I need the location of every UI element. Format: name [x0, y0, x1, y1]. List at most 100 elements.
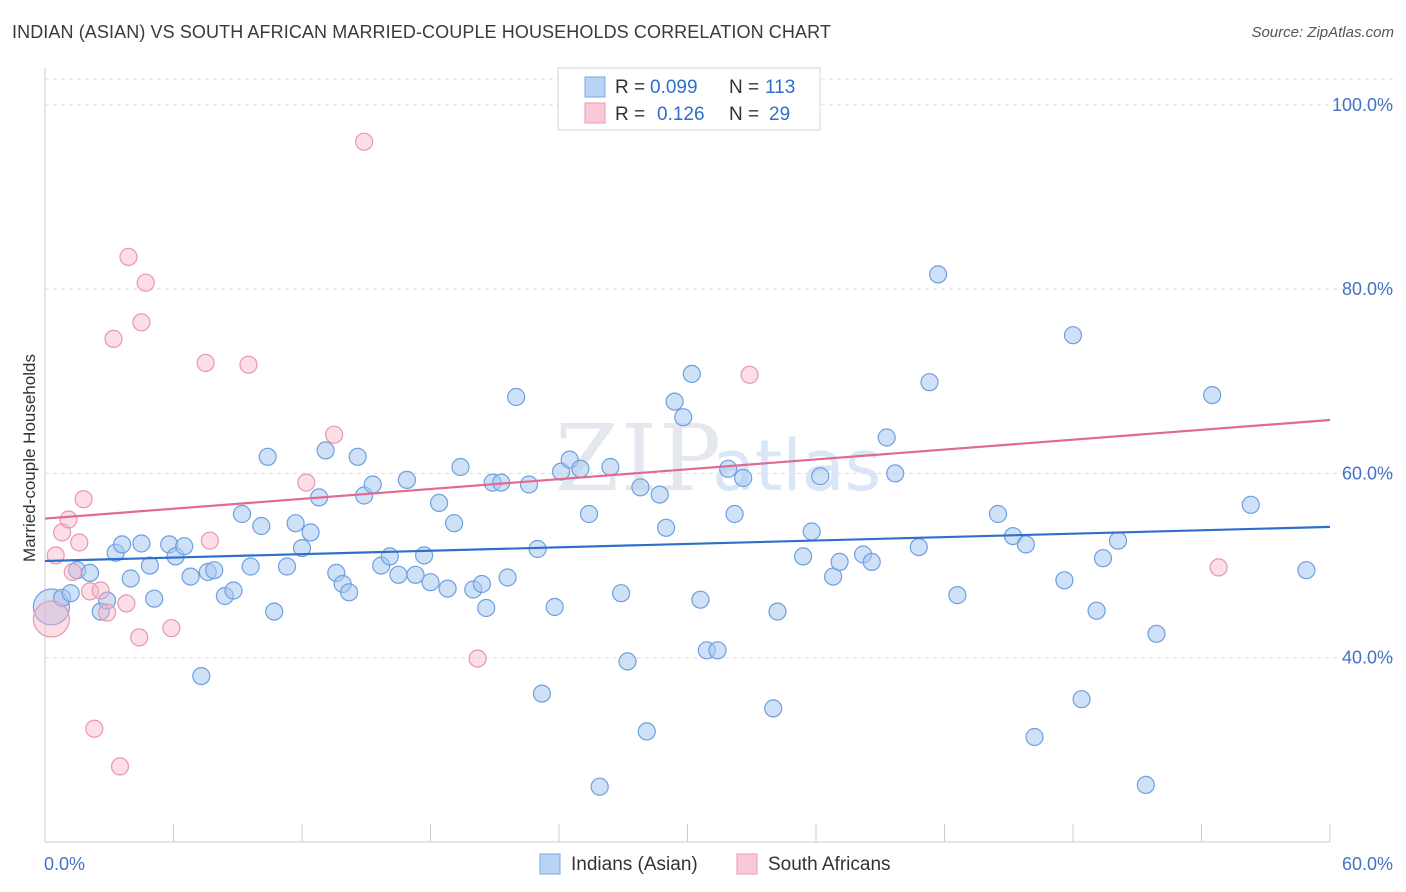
- indians-point-44: [415, 546, 434, 565]
- indians-point-99: [1016, 535, 1036, 554]
- indians-point-42: [397, 470, 416, 489]
- bottom-legend-swatch-south-africans: [736, 853, 758, 875]
- south-africans-point-13: [117, 594, 136, 613]
- indians-point-81: [734, 468, 753, 488]
- south-africans-point-24: [355, 132, 374, 151]
- series-indians-asian-points: [32, 265, 1316, 796]
- indians-point-47: [438, 579, 457, 598]
- indians-point-83: [768, 602, 787, 621]
- indians-point-109: [1203, 386, 1222, 405]
- south-africans-point-27: [1209, 558, 1228, 577]
- bottom-legend-label-indians: Indians (Asian): [571, 854, 698, 875]
- indians-point-75: [682, 364, 701, 383]
- legend-n-label-1: N =: [729, 104, 759, 125]
- indians-point-66: [601, 457, 620, 477]
- indians-point-38: [363, 475, 382, 494]
- south-africans-point-8: [85, 719, 104, 738]
- south-africans-point-10: [97, 603, 117, 622]
- indians-point-8: [112, 535, 132, 554]
- indians-point-17: [192, 666, 211, 686]
- indians-point-26: [265, 602, 284, 621]
- indians-point-46: [430, 493, 449, 512]
- y-tick-label-2: 80.0%: [1342, 279, 1393, 299]
- indians-point-103: [1072, 690, 1091, 709]
- south-africans-point-14: [119, 247, 138, 266]
- indians-point-22: [232, 504, 252, 524]
- indians-point-67: [611, 584, 631, 603]
- south-africans-point-4: [63, 562, 82, 582]
- south-africans-point-9: [91, 581, 110, 600]
- legend-swatch-indians: [584, 76, 606, 98]
- legend-n-value-1: 29: [769, 104, 790, 125]
- indians-point-70: [637, 722, 656, 741]
- indians-point-92: [886, 464, 905, 483]
- indians-trendline: [44, 525, 1331, 563]
- legend: R = 0.099 N = 113 R = 0.126 N = 29: [557, 67, 821, 131]
- indians-point-107: [1136, 775, 1155, 795]
- south-africans-point-12: [110, 757, 130, 776]
- x-tick-label-max: 60.0%: [1342, 854, 1393, 874]
- indians-point-29: [292, 538, 312, 558]
- indians-point-45: [421, 573, 440, 592]
- bottom-legend-label-south-africans: South Africans: [768, 854, 891, 875]
- indians-point-68: [618, 652, 637, 671]
- indians-point-93: [909, 537, 928, 557]
- indians-point-63: [571, 459, 590, 478]
- indians-point-69: [631, 478, 650, 497]
- indians-point-94: [920, 373, 939, 392]
- indians-point-10: [132, 534, 151, 553]
- indians-point-40: [380, 547, 399, 566]
- south-africans-point-19: [196, 353, 215, 372]
- indians-point-95: [928, 265, 948, 284]
- indians-point-97: [988, 504, 1008, 524]
- south-africans-point-5: [70, 533, 89, 552]
- y-tick-label-0: 40.0%: [1342, 648, 1393, 668]
- indians-point-32: [316, 441, 335, 460]
- south-africans-point-21: [239, 355, 258, 374]
- indians-point-72: [656, 518, 676, 537]
- indians-point-35: [340, 583, 359, 602]
- indians-point-101: [1055, 571, 1074, 590]
- south-africans-trendline: [44, 418, 1331, 520]
- indians-point-105: [1093, 549, 1113, 568]
- indians-point-16: [181, 567, 200, 586]
- south-africans-point-6: [74, 490, 93, 509]
- y-axis-title: Married-couple Households: [20, 354, 39, 562]
- indians-point-43: [406, 565, 425, 584]
- indians-point-78: [708, 641, 727, 660]
- indians-point-79: [719, 459, 738, 478]
- indians-point-106: [1108, 531, 1128, 550]
- indians-point-24: [252, 516, 271, 536]
- legend-r-value-0: 0.099: [650, 77, 698, 98]
- indians-point-4: [80, 563, 100, 583]
- indians-point-48: [445, 514, 464, 533]
- indians-point-57: [519, 475, 539, 494]
- indians-point-19: [205, 561, 224, 580]
- legend-n-value-0: 113: [765, 77, 795, 98]
- indians-point-96: [948, 585, 967, 605]
- indians-point-25: [258, 447, 277, 466]
- indians-point-21: [224, 581, 243, 600]
- indians-point-56: [507, 387, 526, 407]
- south-africans-point-11: [104, 329, 123, 348]
- indians-point-73: [665, 392, 684, 411]
- south-africans-point-3: [59, 510, 78, 529]
- legend-r-value-1: 0.126: [657, 104, 705, 125]
- south-africans-point-20: [200, 531, 219, 550]
- indians-point-28: [286, 514, 305, 533]
- indians-point-64: [579, 504, 599, 524]
- x-tick-labels: 0.0% 60.0%: [44, 854, 1393, 874]
- south-africans-point-0: [32, 600, 71, 638]
- indians-point-59: [532, 684, 552, 703]
- indians-point-36: [348, 447, 367, 466]
- indians-point-55: [498, 568, 517, 587]
- indians-point-60: [545, 597, 564, 617]
- bottom-legend-swatch-indians: [539, 853, 561, 875]
- y-tick-label-1: 60.0%: [1342, 463, 1393, 483]
- y-tick-label-3: 100.0%: [1332, 95, 1393, 115]
- indians-point-74: [674, 408, 693, 427]
- indians-point-23: [241, 557, 260, 576]
- chart-title: INDIAN (ASIAN) VS SOUTH AFRICAN MARRIED-…: [12, 22, 831, 42]
- south-africans-point-16: [132, 313, 151, 332]
